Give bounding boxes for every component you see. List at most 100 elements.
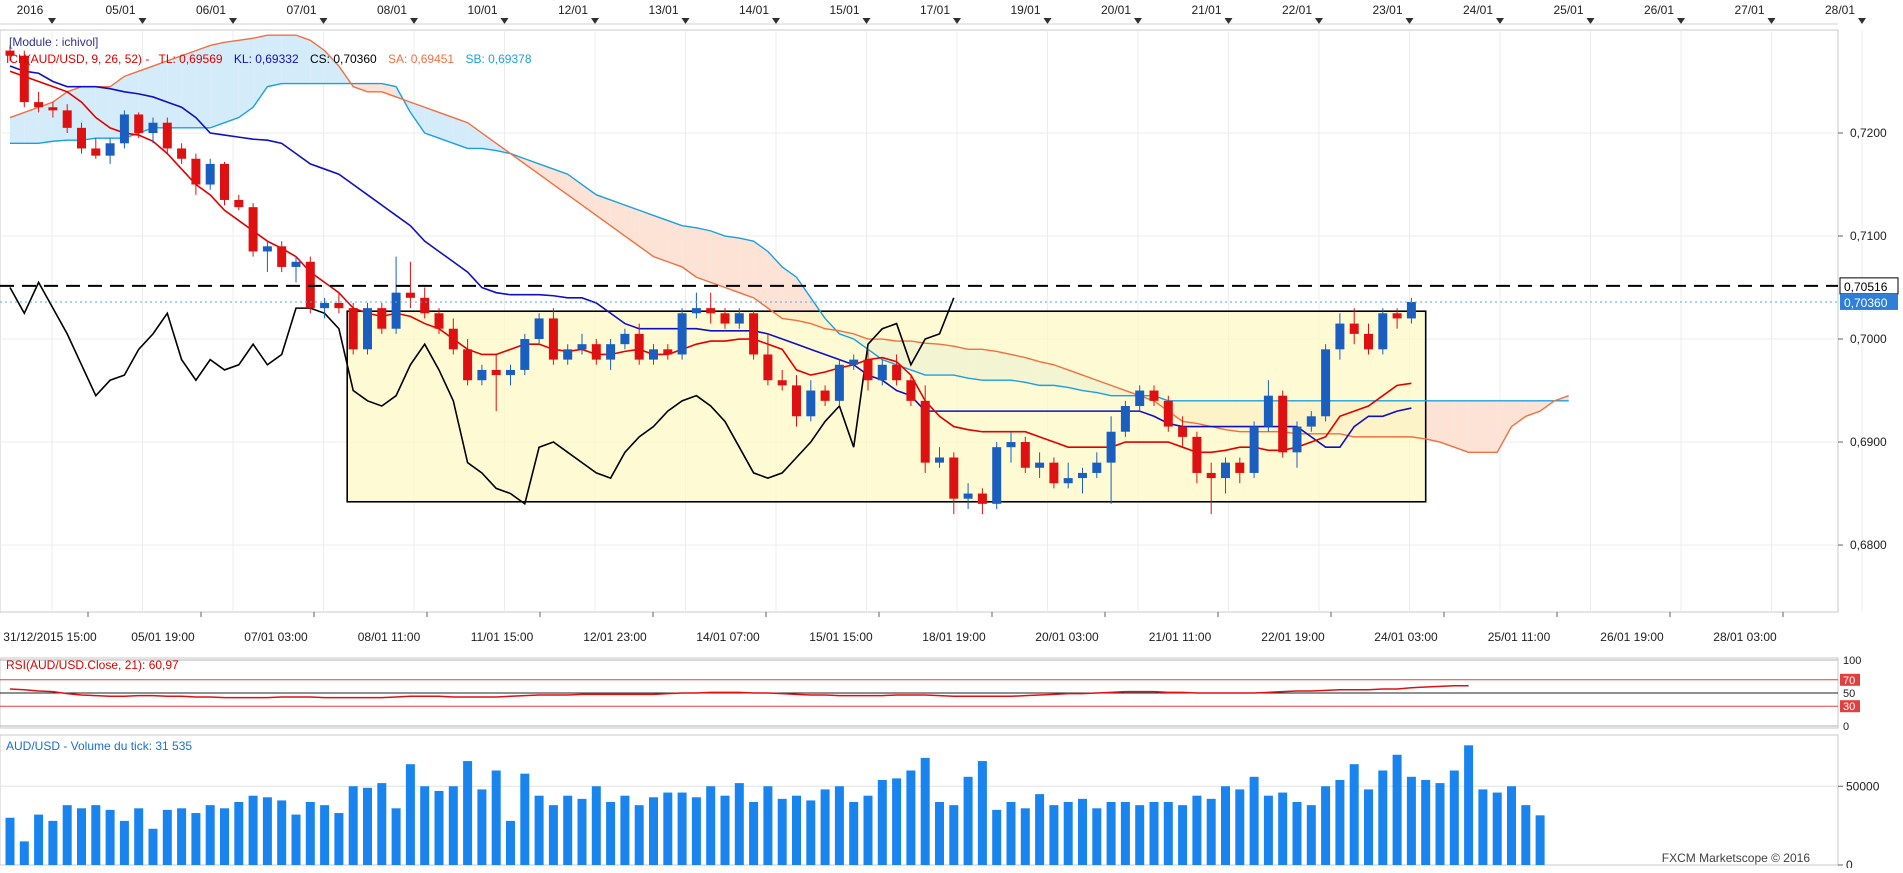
volume-bar [1049, 805, 1059, 865]
volume-bar [649, 797, 658, 865]
volume-bar [1149, 802, 1159, 865]
candle-body [1192, 436, 1202, 473]
volume-bar [634, 805, 644, 865]
cloud-segment [381, 83, 397, 97]
cloud-segment [353, 83, 368, 92]
cloud-segment [682, 225, 697, 278]
cloud-segment [1511, 400, 1526, 427]
candle-body [377, 308, 387, 329]
candle-body [1349, 323, 1359, 334]
volume-bar [277, 800, 287, 865]
price-marker-box [1839, 277, 1899, 295]
candle-body [1049, 462, 1059, 484]
volume-bar [892, 778, 902, 865]
top-date-label: 20/01 [1101, 3, 1131, 17]
cloud-segment [238, 38, 254, 118]
volume-bar [348, 786, 358, 865]
candle-body [1135, 390, 1145, 406]
top-date-label: 21/01 [1191, 3, 1221, 17]
volume-bar [205, 805, 215, 865]
top-date-marker [1405, 18, 1414, 24]
candle-body [506, 369, 515, 376]
candle-body [634, 333, 644, 360]
volume-bar [992, 809, 1002, 865]
cloud-segment [167, 55, 182, 128]
candle-body [62, 110, 72, 128]
volume-bar [506, 820, 515, 865]
candle-body [863, 359, 873, 381]
volume-bar [620, 795, 630, 865]
top-date-marker [1858, 18, 1866, 24]
top-date-marker [1134, 18, 1142, 24]
candle-body [1364, 333, 1373, 350]
volume-bar [706, 786, 716, 865]
volume-bar [834, 786, 844, 865]
candle-body [463, 349, 473, 381]
candle-body [906, 380, 916, 401]
top-date-marker [1496, 18, 1504, 24]
top-date-label: 08/01 [377, 3, 407, 17]
rsi-axis-label: 30 [1843, 701, 1855, 713]
cloud-segment [310, 40, 325, 84]
volume-bar [1335, 779, 1345, 865]
volume-bar [1364, 789, 1373, 865]
top-date-label: 22/01 [1282, 3, 1312, 17]
volume-bar [477, 789, 487, 865]
volume-bar [806, 800, 816, 865]
volume-bar [1492, 792, 1502, 865]
cloud-segment [553, 169, 568, 195]
time-axis-label: 07/01 03:00 [244, 630, 308, 644]
top-date-marker [1043, 18, 1052, 24]
volume-bar [1507, 786, 1516, 865]
volume-bar [162, 809, 172, 865]
readout-tl: TL: 0,69569 [159, 52, 223, 66]
cloud-segment [10, 112, 25, 144]
volume-bar [577, 798, 587, 865]
tenkan-line [9, 70, 1412, 454]
price-axis-label: 0,7200 [1850, 126, 1887, 140]
candle-body [620, 333, 630, 345]
cloud-segment [453, 117, 468, 149]
time-axis-label: 28/01 03:00 [1713, 630, 1777, 644]
top-date-marker [1315, 18, 1323, 24]
top-date-label: 24/01 [1463, 3, 1493, 17]
volume-bar [563, 795, 573, 865]
cloud-segment [296, 35, 311, 84]
volume-bar [1392, 754, 1402, 865]
candle-body [1078, 472, 1087, 479]
top-date-label: 27/01 [1734, 3, 1764, 17]
candle-body [320, 302, 330, 309]
volume-bar [1263, 795, 1273, 865]
volume-bar [420, 786, 430, 865]
candle-body [606, 344, 616, 360]
candle-body [720, 313, 730, 324]
top-date-marker [229, 18, 237, 24]
candle-body [1221, 462, 1230, 479]
top-date-marker [500, 18, 509, 24]
top-date-marker [591, 18, 599, 24]
indicator-legend: ICH(AUD/USD, 9, 26, 52) - TL: 0,69569 KL… [6, 52, 532, 66]
cloud-segment [81, 86, 96, 141]
time-axis-label: 25/01 11:00 [1488, 630, 1551, 644]
volume-bar [1221, 786, 1230, 865]
volume-axis: 50000 0 [1838, 779, 1880, 872]
rsi-axis-label: 0 [1843, 721, 1849, 733]
top-date-label: 14/01 [739, 3, 769, 17]
rsi-axis-box [1840, 673, 1860, 686]
cloud-segment [782, 266, 797, 321]
candle-body [1278, 395, 1288, 453]
volume-bar [191, 813, 201, 865]
volume-bar [534, 795, 544, 865]
volume-bar [906, 770, 916, 865]
cloud-segment [481, 133, 497, 151]
top-date-scale: 2016 05/01 06/01 07/01 08/01 10/01 12/01 13/01 1… [0, 0, 1903, 25]
candle-body [363, 308, 372, 350]
volume-bar [663, 792, 673, 865]
candle-body [777, 380, 787, 386]
volume-bar [591, 786, 601, 865]
rsi-axis-label: 50 [1843, 688, 1855, 700]
candle-body [992, 447, 1002, 504]
candle-body [949, 457, 959, 499]
candle-body [1149, 390, 1159, 401]
